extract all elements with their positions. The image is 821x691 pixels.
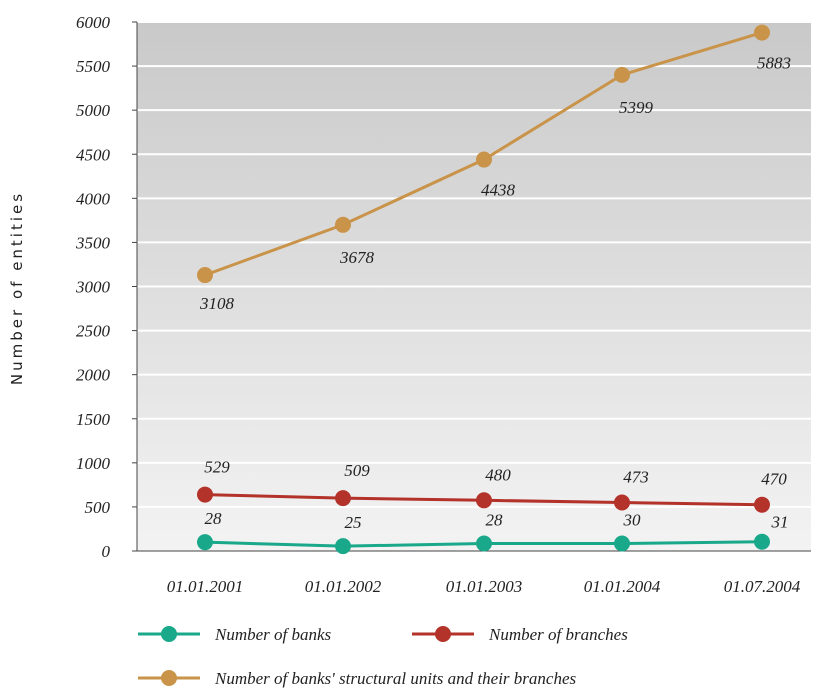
data-point	[197, 267, 213, 284]
data-point	[476, 492, 492, 509]
y-tick-label: 5000	[76, 101, 111, 120]
y-tick-label: 3500	[75, 233, 111, 252]
x-tick-labels: 01.01.2001 01.01.2002 01.01.2003 01.01.2004…	[167, 577, 801, 596]
data-point	[335, 490, 351, 507]
data-point	[754, 533, 770, 550]
series-group	[197, 24, 770, 555]
data-point	[197, 486, 213, 503]
y-axis-title: Number of entities	[8, 191, 26, 385]
axes	[132, 21, 811, 552]
x-tick-label: 01.01.2002	[305, 577, 382, 596]
legend-swatch-marker	[161, 626, 177, 642]
y-tick-labels: 0 500 1000 1500 2000 2500 3000 3500 4000 4500 5000…	[75, 13, 111, 561]
y-tick-label: 6000	[76, 13, 111, 32]
data-label: 4438	[481, 181, 516, 200]
legend: Number of banks Number of branches Number …	[138, 625, 628, 688]
data-label: 5399	[619, 98, 654, 117]
data-point	[476, 151, 492, 168]
data-label: 5883	[757, 54, 791, 73]
data-label: 28	[486, 511, 504, 530]
y-tick-label: 2000	[76, 366, 111, 385]
data-label: 480	[485, 465, 511, 484]
legend-swatch-marker	[435, 626, 451, 642]
x-tick-label: 01.07.2004	[724, 577, 801, 596]
y-tick-label: 4500	[76, 145, 111, 164]
data-label: 25	[345, 513, 362, 532]
data-point	[754, 24, 770, 41]
data-point	[614, 66, 630, 83]
y-tick-label: 5500	[76, 57, 111, 76]
data-point	[754, 496, 770, 513]
x-tick-label: 01.01.2003	[446, 577, 523, 596]
legend-entry: Number of branches	[488, 625, 628, 644]
data-label: 3108	[199, 294, 235, 313]
y-tick-label: 1500	[76, 410, 111, 429]
x-tick-label: 01.01.2004	[584, 577, 661, 596]
data-label: 3678	[339, 248, 375, 267]
grid-lines	[137, 21, 811, 508]
data-label: 473	[623, 468, 649, 487]
legend-entry: Number of banks	[214, 625, 332, 644]
y-tick-label: 1000	[76, 454, 111, 473]
data-label: 509	[344, 461, 370, 480]
y-tick-label: 4000	[76, 189, 111, 208]
data-label: 28	[205, 509, 223, 528]
data-label: 31	[771, 513, 789, 532]
y-tick-label: 3000	[75, 278, 111, 297]
data-point	[335, 216, 351, 233]
data-point	[614, 494, 630, 511]
data-point	[614, 535, 630, 552]
data-label: 470	[761, 470, 787, 489]
data-label: 30	[623, 511, 642, 530]
data-labels: 28 25 28 30 31 529 509 480 473 470 3108 3678 4438 539…	[199, 54, 791, 533]
data-label: 529	[204, 458, 230, 477]
data-point	[335, 538, 351, 555]
y-tick-label: 2500	[76, 322, 111, 341]
data-point	[197, 534, 213, 551]
y-tick-label: 500	[85, 498, 111, 517]
data-point	[476, 535, 492, 552]
legend-swatch-marker	[161, 670, 177, 686]
y-tick-label: 0	[102, 542, 111, 561]
legend-entry: Number of banks' structural units and th…	[214, 669, 576, 688]
x-tick-label: 01.01.2001	[167, 577, 244, 596]
